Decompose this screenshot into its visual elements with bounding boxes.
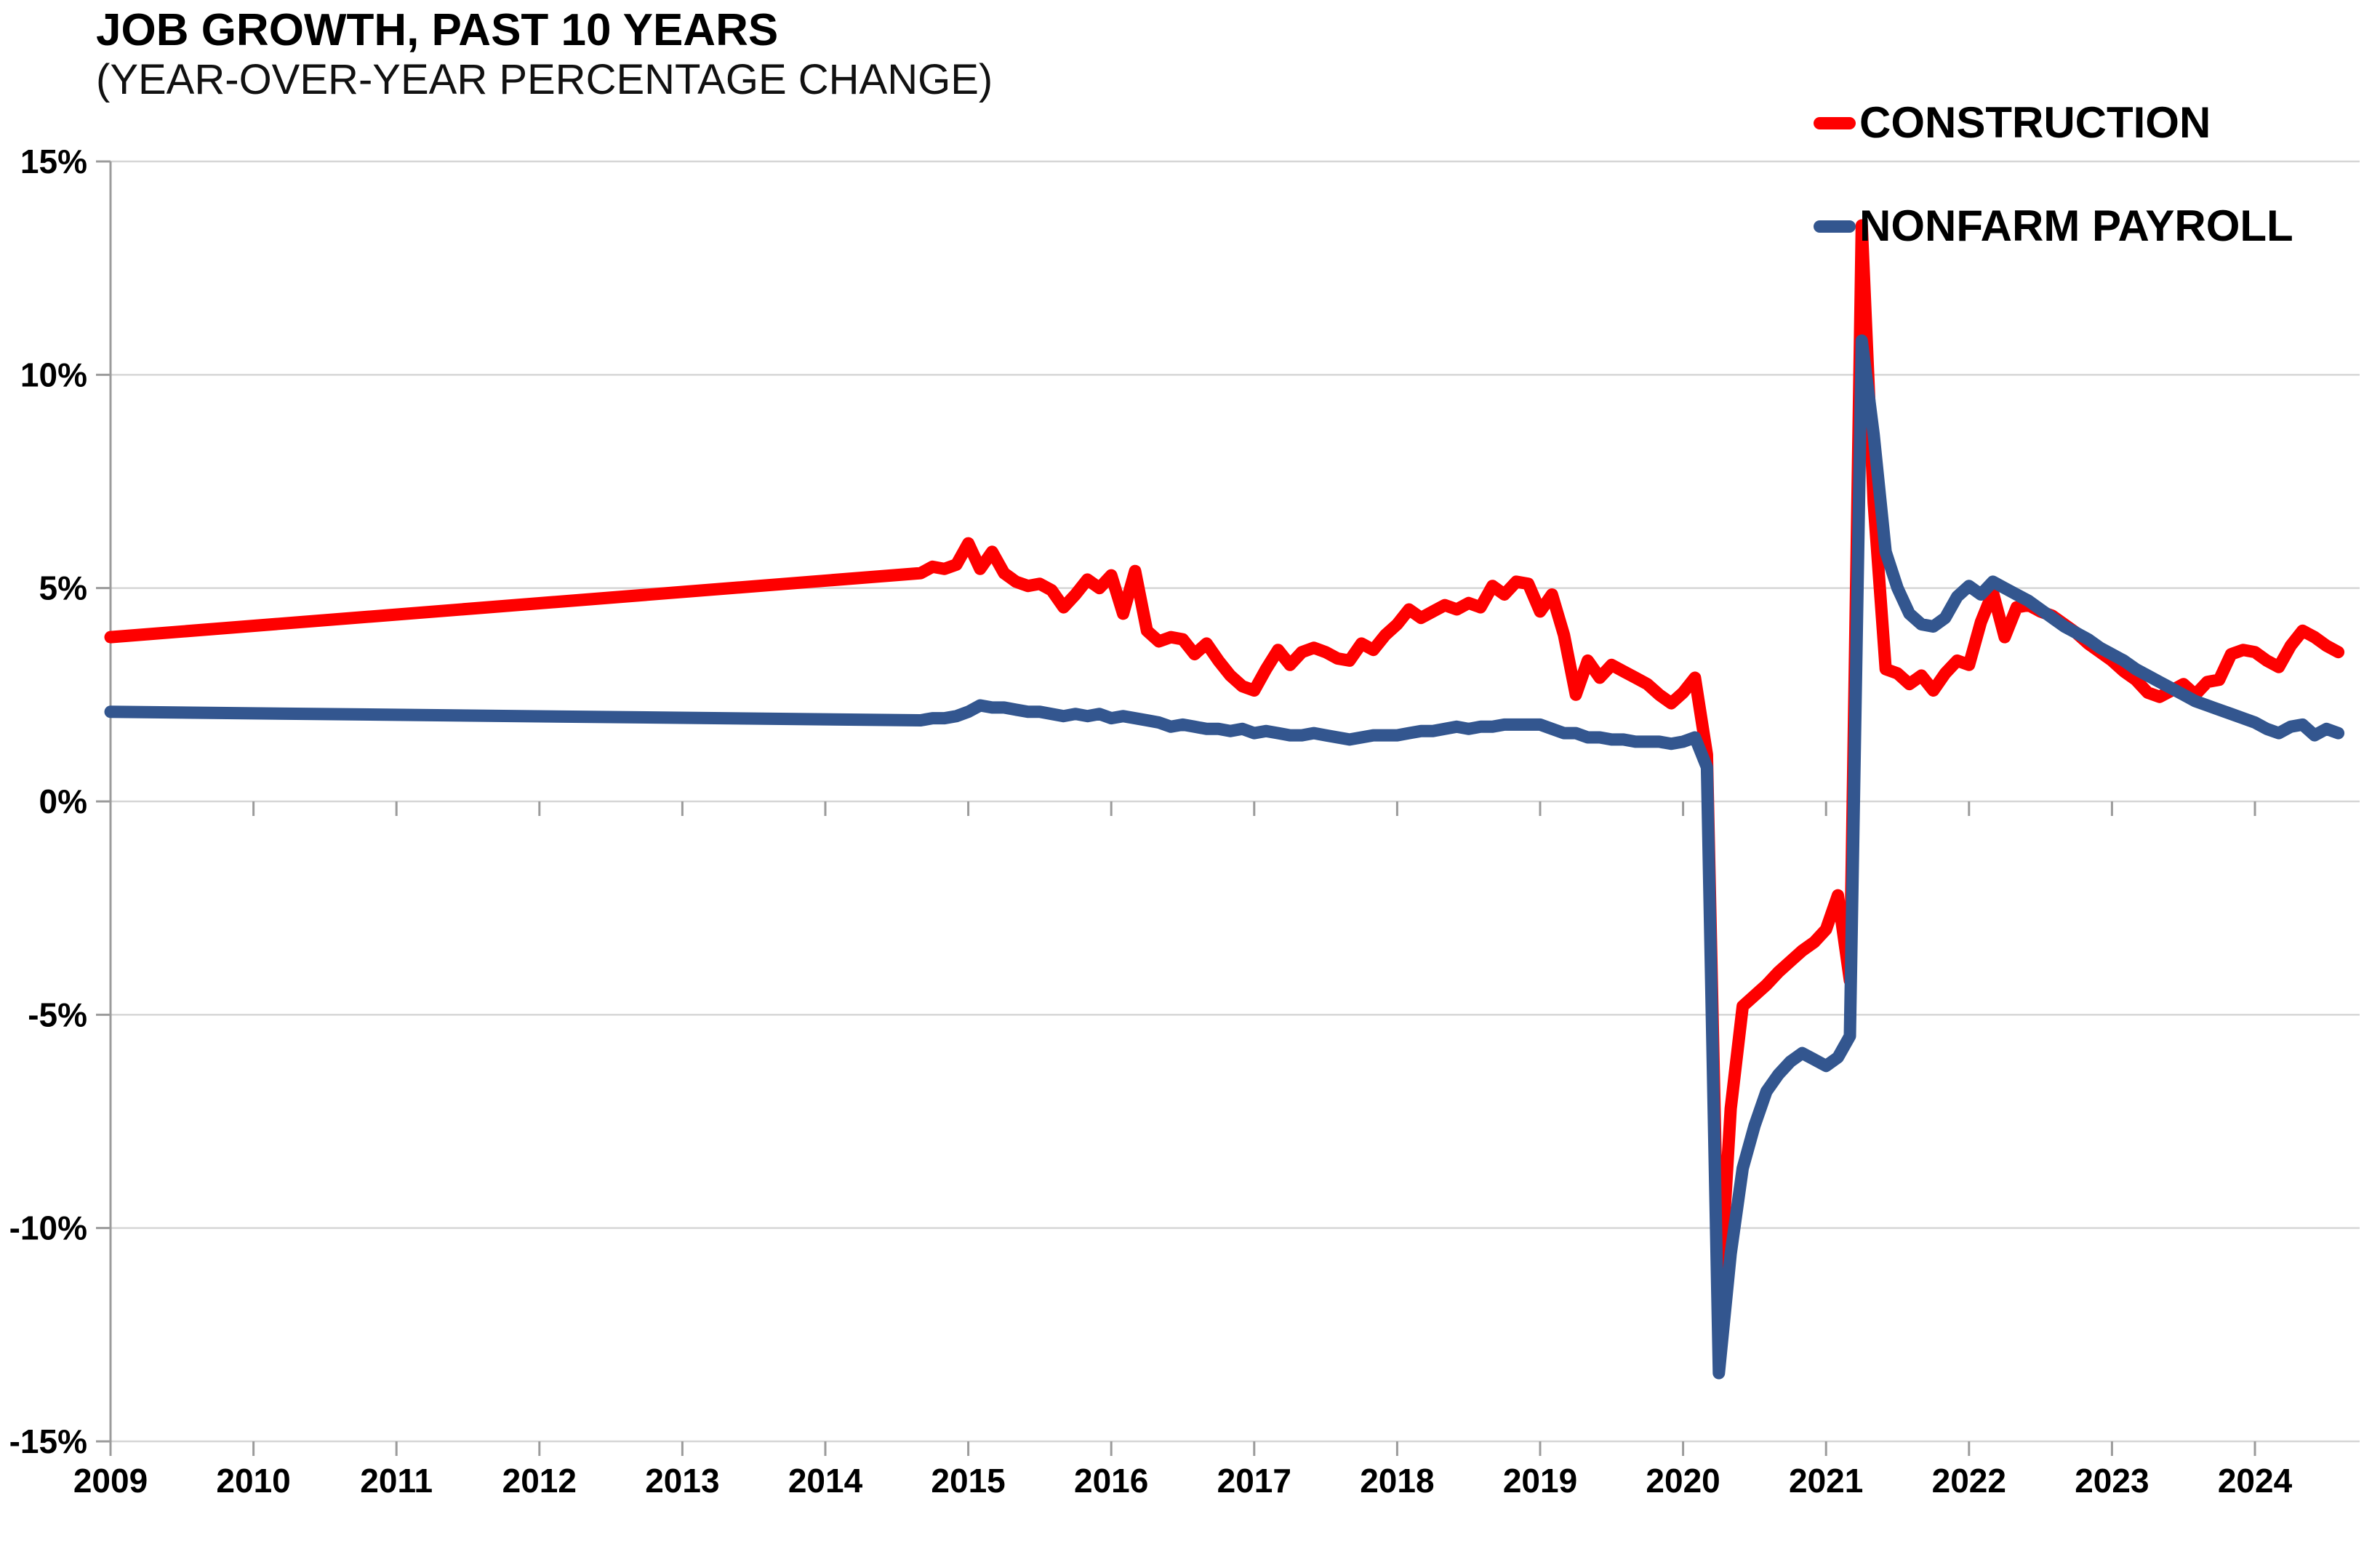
legend-label-construction: CONSTRUCTION: [1859, 98, 2211, 147]
series-line-nonfarm: [104, 334, 2345, 1380]
legend: CONSTRUCTION NONFARM PAYROLL: [1814, 93, 2293, 256]
x-tick-label: 2023: [2075, 1462, 2149, 1500]
x-tick-label: 2022: [1932, 1462, 2006, 1500]
chart-subtitle: (YEAR-OVER-YEAR PERCENTAGE CHANGE): [96, 56, 993, 103]
x-axis-ticks: [109, 801, 2256, 1457]
gridlines: [111, 160, 2360, 1443]
y-tick-label: 0%: [39, 782, 87, 820]
x-axis-labels: 2009 2010 2011 2012 2013 2014 2015 2016 2017 2018…: [73, 1462, 2293, 1500]
x-tick-label: 2010: [216, 1462, 290, 1500]
y-tick-label: 10%: [20, 356, 87, 393]
y-axis-labels: 15% 10% 5% 0% -5% -10% -15%: [9, 143, 87, 1460]
y-tick-label: 15%: [20, 143, 87, 180]
x-tick-label: 2011: [360, 1462, 433, 1500]
x-tick-label: 2012: [502, 1462, 577, 1500]
y-tick-label: 5%: [39, 569, 87, 607]
legend-label-nonfarm: NONFARM PAYROLL: [1859, 201, 2293, 250]
legend-item-construction: CONSTRUCTION: [1814, 93, 2293, 153]
legend-swatch-construction-icon: [1814, 116, 1856, 129]
x-tick-label: 2018: [1360, 1462, 1434, 1500]
y-tick-label: -5%: [28, 996, 87, 1033]
legend-swatch-nonfarm-icon: [1814, 220, 1856, 233]
x-tick-label: 2019: [1503, 1462, 1577, 1500]
x-tick-label: 2009: [73, 1462, 148, 1500]
x-tick-label: 2014: [788, 1462, 863, 1500]
series-line-construction: [104, 219, 2345, 1316]
x-tick-label: 2020: [1646, 1462, 1720, 1500]
y-tick-label: -10%: [9, 1209, 87, 1247]
x-tick-label: 2021: [1789, 1462, 1863, 1500]
x-tick-label: 2016: [1074, 1462, 1148, 1500]
x-tick-label: 2015: [931, 1462, 1005, 1500]
chart-title: JOB GROWTH, PAST 10 YEARS: [96, 5, 779, 55]
x-tick-label: 2017: [1217, 1462, 1291, 1500]
legend-item-nonfarm: NONFARM PAYROLL: [1814, 196, 2293, 256]
x-tick-label: 2024: [2218, 1462, 2293, 1500]
y-tick-label: -15%: [9, 1422, 87, 1460]
x-tick-label: 2013: [645, 1462, 719, 1500]
y-axis: [96, 160, 112, 1457]
